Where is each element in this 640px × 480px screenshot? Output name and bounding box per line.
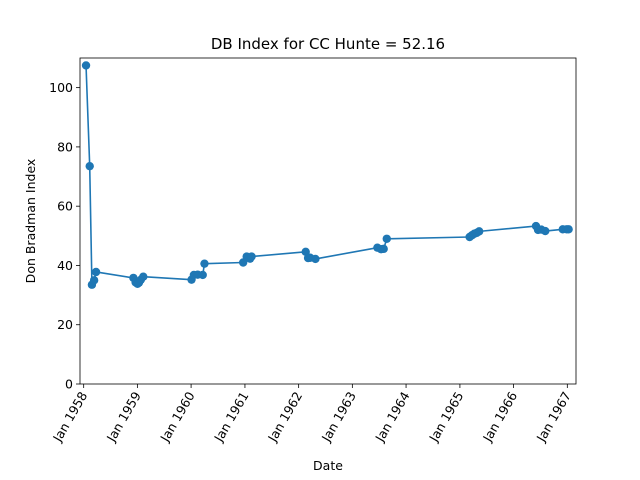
series-line-group <box>85 65 569 286</box>
plot-frame <box>79 57 577 385</box>
x-tick-label: Jan 1963 <box>318 389 359 445</box>
data-point <box>311 254 320 264</box>
data-point <box>541 226 550 236</box>
x-tick-label: Jan 1967 <box>533 389 574 445</box>
x-tick-label: Jan 1959 <box>103 389 144 445</box>
data-point <box>89 276 99 285</box>
x-tick-label: Jan 1960 <box>157 389 198 445</box>
series-line <box>85 65 569 286</box>
y-tick-label: 20 <box>57 317 73 332</box>
data-point <box>564 225 573 234</box>
y-axis: 0 20 40 60 80 100 <box>49 80 80 392</box>
data-point <box>379 244 388 254</box>
x-tick-label: Jan 1966 <box>479 389 520 445</box>
data-point <box>474 227 484 236</box>
data-point <box>85 161 94 171</box>
chart-title: DB Index for CC Hunte = 52.16 <box>211 35 445 53</box>
y-axis-label: Don Bradman Index <box>23 159 38 284</box>
x-tick-label: Jan 1961 <box>211 389 252 445</box>
x-axis-label: Date <box>313 458 343 473</box>
y-tick-label: 40 <box>57 258 73 273</box>
y-tick-label: 0 <box>65 377 73 392</box>
data-point <box>81 61 91 70</box>
data-point <box>139 272 148 281</box>
x-tick-label: Jan 1965 <box>425 389 466 445</box>
x-tick-label: Jan 1962 <box>264 389 305 445</box>
data-point <box>200 259 209 268</box>
data-point <box>247 252 256 261</box>
x-axis: Jan 1958 Jan 1959 Jan 1960 Jan 1961 Jan 1962… <box>49 384 574 445</box>
x-tick-label: Jan 1964 <box>372 389 413 445</box>
data-point <box>382 234 391 243</box>
y-tick-label: 60 <box>57 199 73 214</box>
y-tick-label: 80 <box>57 139 73 154</box>
y-tick-label: 100 <box>49 80 73 95</box>
data-point <box>91 267 101 277</box>
data-point <box>198 270 207 280</box>
series-points-group <box>81 61 573 289</box>
x-tick-label: Jan 1958 <box>49 389 90 445</box>
